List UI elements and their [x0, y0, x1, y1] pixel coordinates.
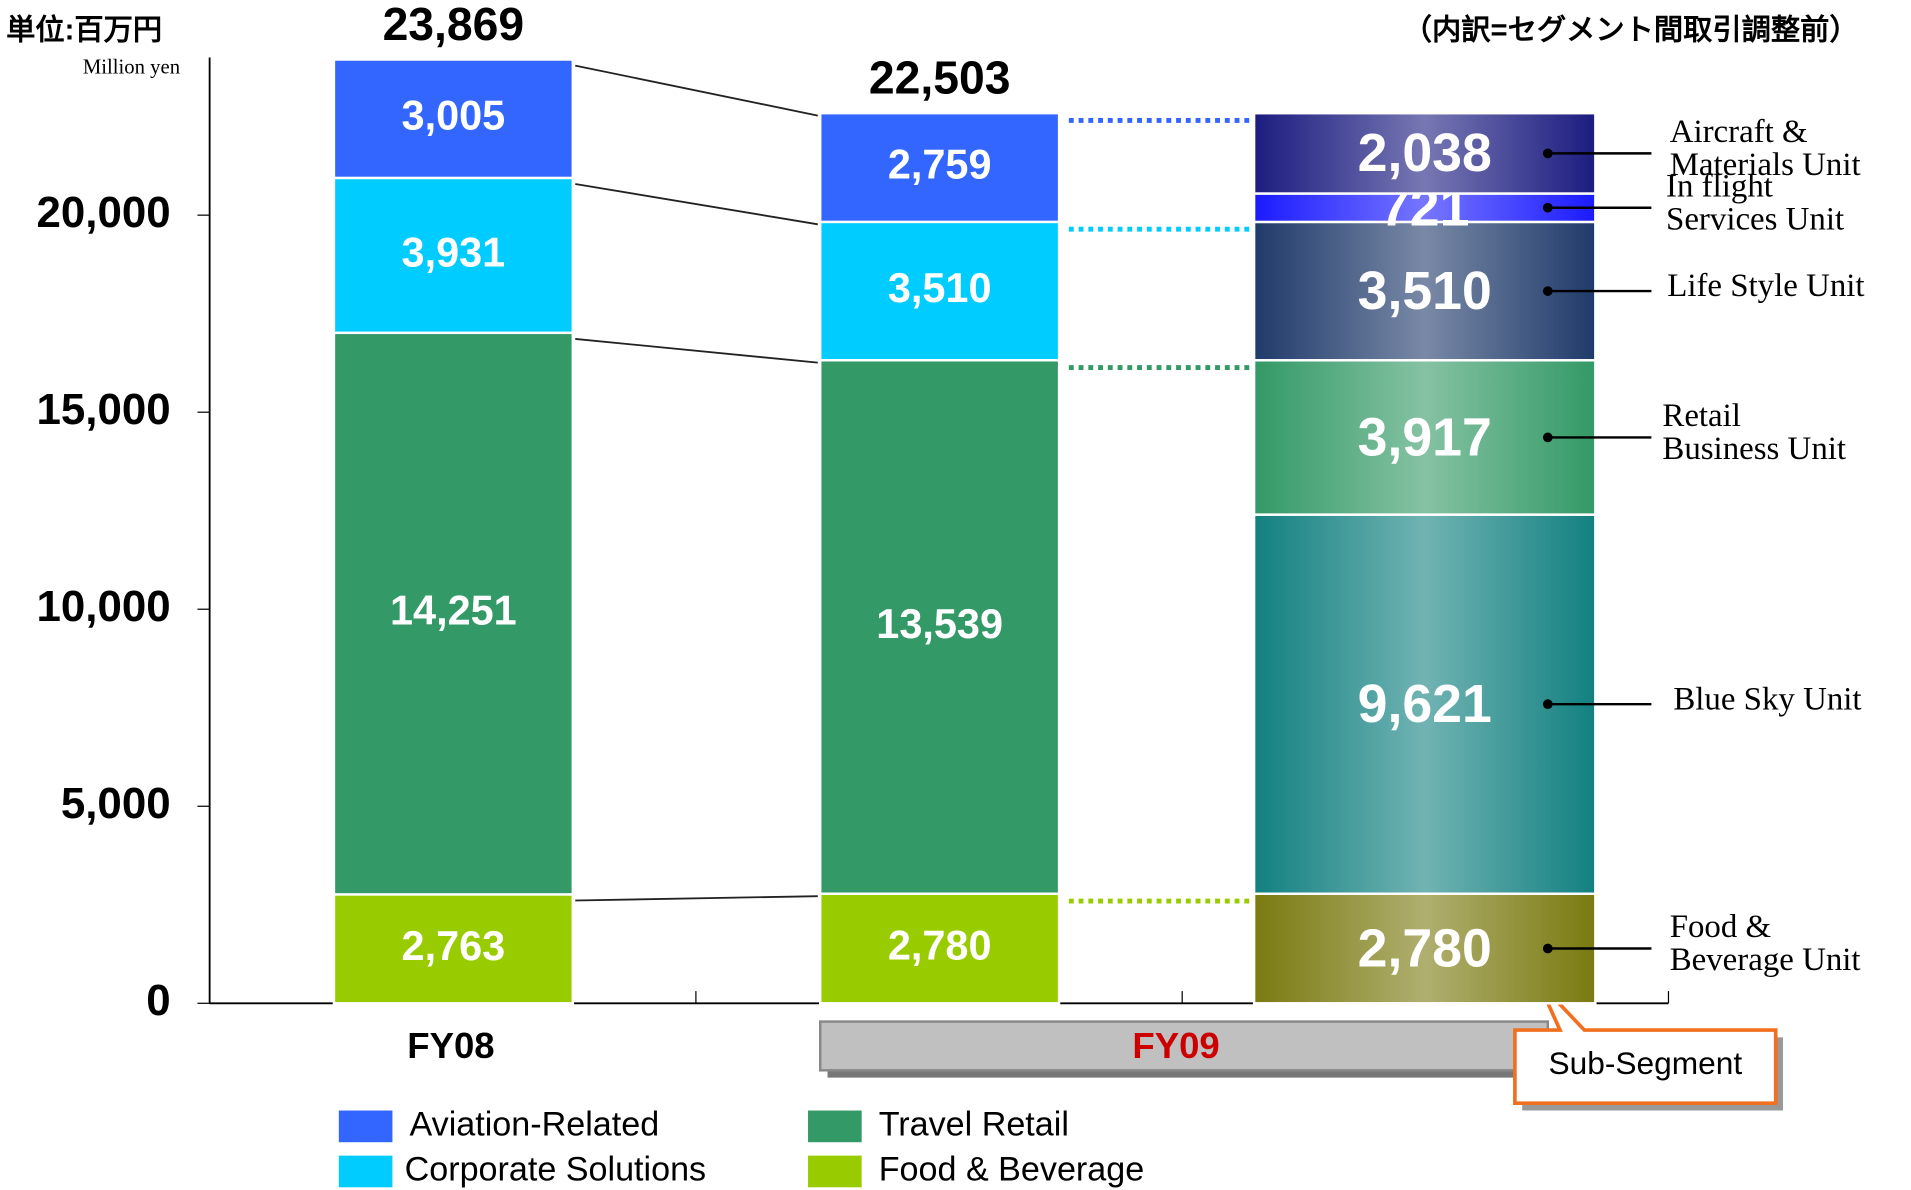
data-label: 3,510 [888, 264, 992, 311]
unit-name: Food & [1670, 909, 1771, 945]
data-label: 3,931 [402, 228, 506, 275]
connector [575, 895, 818, 902]
note: （内訳=セグメント間取引調整前） [1403, 13, 1859, 47]
unit-name: Retail [1662, 398, 1741, 434]
x-tick-label: FY08 [407, 1025, 494, 1066]
sub-data-label: 2,780 [1358, 918, 1492, 978]
sub-segment [1252, 359, 1597, 516]
sub-segment [1252, 513, 1597, 895]
legend-swatch [338, 1110, 393, 1143]
data-label: 3,005 [402, 92, 506, 139]
fy09-box [819, 1020, 1550, 1072]
legend-swatch [808, 1155, 862, 1188]
total-label: 22,503 [869, 52, 1011, 104]
bar-segment [332, 331, 575, 896]
bar-segment [819, 220, 1061, 362]
sub-data-label: 2,038 [1358, 123, 1492, 183]
unit-name: Life Style Unit [1667, 268, 1864, 304]
connector [575, 64, 818, 117]
x-tick-label: FY09 [1132, 1025, 1219, 1066]
legend-swatch [338, 1155, 393, 1188]
bar-segment [332, 58, 575, 180]
sub-segment [1252, 111, 1597, 195]
data-label: 2,763 [402, 922, 506, 969]
unit-name: Beverage Unit [1670, 942, 1861, 978]
sub-data-label: 3,917 [1358, 407, 1492, 467]
callout [1513, 980, 1778, 1106]
bar-segment [819, 892, 1061, 1005]
data-label: 2,780 [888, 921, 992, 968]
legend-label: Corporate Solutions [405, 1150, 706, 1188]
y-tick-label: 20,000 [36, 188, 170, 237]
unit-name: Aircraft & [1670, 114, 1808, 150]
bar-segment [819, 358, 1061, 895]
legend-label: Travel Retail [879, 1105, 1069, 1143]
sub-segment [1252, 220, 1597, 362]
unit-name: In flight [1666, 168, 1773, 204]
legend-label: Food & Beverage [879, 1150, 1144, 1188]
total-label: 23,869 [383, 0, 525, 50]
unit-name: Services Unit [1666, 201, 1844, 237]
bar-segment [332, 176, 575, 335]
connector [575, 183, 818, 226]
legend-label: Aviation-Related [410, 1105, 660, 1143]
bar-segment [332, 893, 575, 1005]
y-tick-label: 15,000 [36, 385, 170, 434]
data-label: 13,539 [876, 600, 1003, 647]
unit-name: Blue Sky Unit [1673, 681, 1861, 717]
connector [575, 338, 818, 364]
y-tick-label: 5,000 [61, 779, 171, 828]
sub-segment-label: Sub-Segment [1548, 1045, 1742, 1081]
unit-name: Business Unit [1662, 431, 1846, 467]
bar-segment [819, 111, 1061, 224]
unit-name: Materials Unit [1670, 147, 1861, 183]
data-label: 14,251 [390, 587, 517, 634]
legend-swatch [808, 1110, 862, 1143]
unit-label-en: Million yen [83, 56, 181, 78]
sub-data-label: 3,510 [1358, 261, 1492, 321]
y-tick-label: 10,000 [36, 582, 170, 631]
unit-label: 単位:百万円 [6, 13, 162, 47]
y-tick-label: 0 [146, 976, 170, 1025]
sub-data-label: 9,621 [1358, 674, 1492, 734]
data-label: 2,759 [888, 140, 992, 187]
